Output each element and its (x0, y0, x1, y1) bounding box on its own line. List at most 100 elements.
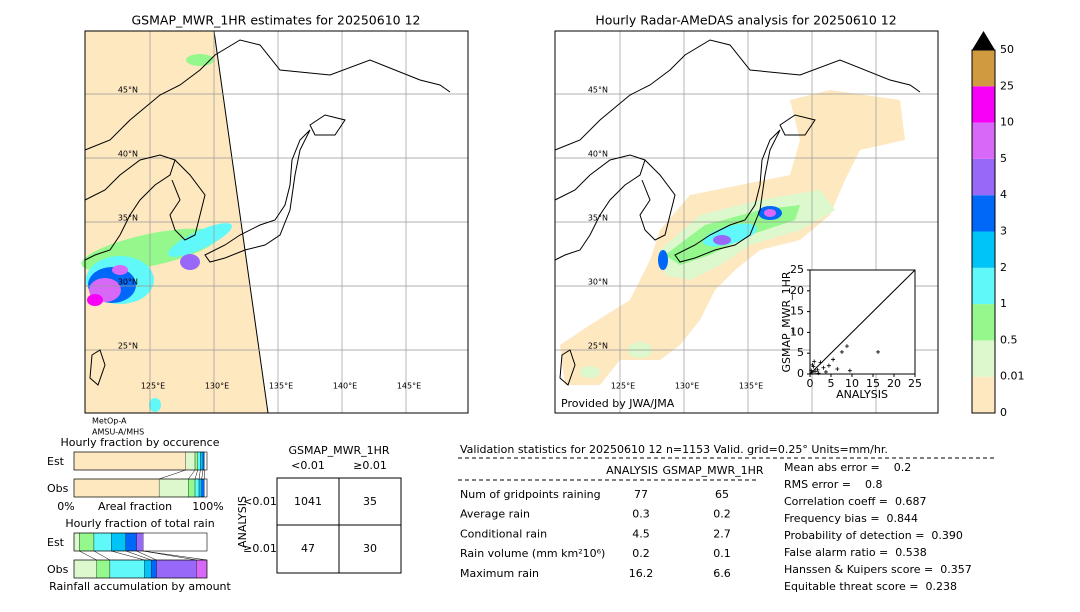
scatter-point (813, 369, 818, 374)
scatter-point (815, 367, 820, 372)
fraction-segment (194, 451, 198, 471)
colorbar-segment (972, 86, 995, 123)
validation-stats: Validation statistics for 20250610 12 n=… (458, 443, 995, 593)
connector (111, 550, 145, 561)
scatter-point (876, 349, 881, 354)
stat-label: Conditional rain (460, 527, 547, 540)
bar-frame (73, 532, 208, 552)
colorbar-segment (972, 304, 995, 341)
lat-label: 35°N (118, 214, 138, 223)
fraction-segment (201, 478, 205, 498)
colorbar-label: 0.01 (1000, 370, 1025, 383)
fraction-segment (185, 451, 196, 471)
stat-value: 0.1 (713, 547, 731, 560)
table-title: GSMAP_MWR_1HR (288, 444, 389, 457)
colorbar-segment (972, 231, 995, 268)
lon-label: 135°E (269, 382, 293, 391)
bar-frame (73, 559, 208, 579)
y-tick-label: 25 (790, 263, 804, 276)
scatter-point (809, 368, 814, 373)
bar-frame (73, 478, 208, 498)
connector (143, 550, 208, 561)
colorbar-segment (972, 158, 995, 196)
x-tick-label: 5 (828, 377, 835, 390)
stat-label: Num of gridpoints raining (460, 488, 601, 501)
colorbar-label: 4 (1000, 188, 1007, 201)
score: Mean abs error = 0.2 (784, 461, 911, 474)
colorbar-segment (972, 195, 995, 232)
coastline (554, 39, 921, 386)
fraction-segment (196, 559, 208, 579)
colorbar-segment (972, 267, 995, 305)
lat-label: 25°N (588, 342, 608, 351)
x-tick-label: 20 (887, 377, 901, 390)
connector (125, 550, 152, 561)
colorbar-label: 25 (1000, 79, 1014, 92)
frame (554, 30, 939, 414)
lon-label: 125°E (611, 382, 635, 391)
fraction-segment (73, 478, 160, 498)
credit: Provided by JWA/JMA (561, 397, 675, 410)
connector (159, 469, 186, 480)
score: False alarm ratio = 0.538 (784, 546, 927, 559)
lat-label: 30°N (118, 278, 138, 287)
scatter-point (835, 367, 840, 372)
colorbar-label: 5 (1000, 152, 1007, 165)
stats-title: Validation statistics for 20250610 12 n=… (460, 443, 888, 456)
y-tick-label: 0 (797, 367, 804, 380)
score: Equitable threat score = 0.238 (784, 580, 957, 593)
row-label: Est (47, 536, 65, 549)
stat-value: 77 (634, 488, 648, 501)
x-tick-label: 15 (866, 377, 880, 390)
fraction-segment (109, 559, 145, 579)
contingency-table: GSMAP_MWR_1HR <0.01 ≥0.01 ANALYSIS <0.01… (236, 444, 402, 574)
colorbar-label: 0 (1000, 406, 1007, 419)
lon-label: 140°E (333, 382, 357, 391)
axis-label: Areal fraction (98, 500, 172, 513)
lon-label: 130°E (675, 382, 699, 391)
total-footer: Rainfall accumulation by amount (49, 580, 231, 593)
stat-label: Rain volume (mm km²10⁶) (460, 547, 605, 560)
colorbar-label: 2 (1000, 261, 1007, 274)
fraction-charts: Hourly fraction by occurence Est Obs 0% … (47, 436, 232, 593)
fraction-segment (198, 478, 202, 498)
fraction-segment (79, 532, 95, 552)
col-header: GSMAP_MWR_1HR (662, 464, 763, 477)
score: Frequency bias = 0.844 (784, 512, 918, 525)
row-axis: ANALYSIS (236, 496, 249, 548)
row-header: <0.01 (243, 495, 277, 508)
scatter-point (844, 344, 849, 349)
fraction-segment (96, 559, 111, 579)
x-tick-label: 0 (807, 377, 814, 390)
scatter-point (816, 371, 821, 376)
col-header: ANALYSIS (606, 464, 658, 477)
colorbar-segment (972, 376, 995, 413)
stat-value: 65 (715, 488, 729, 501)
scatter-point (812, 359, 817, 364)
stat-value: 16.2 (629, 567, 654, 580)
stat-value: 2.7 (713, 527, 731, 540)
y-tick-label: 10 (790, 325, 804, 338)
lat-label: 45°N (588, 86, 608, 95)
stat-value: 0.3 (632, 508, 650, 521)
x-tick-label: 25 (908, 377, 922, 390)
scatter-point (826, 363, 831, 368)
axis-label: 0% (57, 500, 74, 513)
scatter-ylabel: GSMAP_MWR_1HR (780, 271, 793, 372)
colorbar-segment (972, 50, 995, 87)
fraction-segment (200, 451, 204, 471)
scatter-point (839, 349, 844, 354)
col-header: <0.01 (291, 459, 325, 472)
fraction-segment (188, 478, 196, 498)
colorbar-frame (971, 49, 996, 414)
fraction-segment (156, 559, 197, 579)
bar-frame (73, 451, 208, 471)
lat-label: 40°N (588, 150, 608, 159)
row-label: Obs (47, 482, 69, 495)
colorbar-label: 0.5 (1000, 333, 1018, 346)
fraction-segment (73, 451, 186, 471)
connector (201, 469, 204, 480)
colorbar-label: 10 (1000, 116, 1014, 129)
stat-label: Average rain (460, 508, 530, 521)
connector (198, 469, 201, 480)
